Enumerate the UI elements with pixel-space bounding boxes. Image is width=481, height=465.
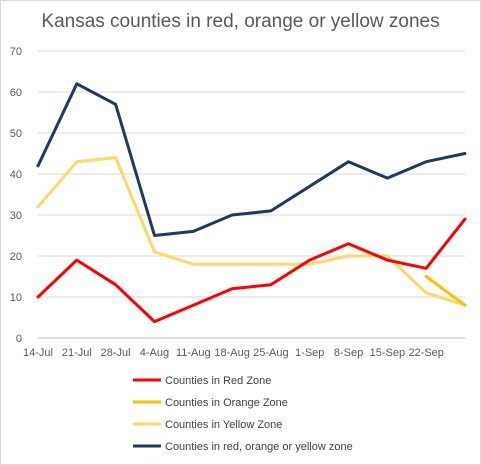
series-line-4 (36, 82, 467, 237)
y-tick-label: 10 (10, 292, 22, 304)
x-tick-label: 8-Sep (334, 347, 363, 359)
x-tick-label: 22-Sep (408, 347, 443, 359)
legend-label: Counties in Yellow Zone (165, 419, 282, 431)
series-line-2 (424, 275, 467, 307)
x-tick-label: 4-Aug (140, 347, 169, 359)
legend: Counties in Red Zone Counties in Orange Z… (133, 375, 353, 453)
x-tick-label: 1-Sep (295, 347, 324, 359)
series-lines (36, 82, 467, 324)
x-tick-label: 25-Aug (253, 347, 288, 359)
x-tick-label: 14-Jul (23, 347, 53, 359)
x-tick-label: 15-Sep (370, 347, 405, 359)
series-line-1 (36, 217, 467, 324)
y-axis-ticks: 0 10 20 30 40 50 60 70 (10, 46, 22, 345)
gridlines (38, 50, 465, 339)
y-tick-label: 30 (10, 210, 22, 222)
legend-label: Counties in red, orange or yellow zone (165, 441, 353, 453)
x-tick-label: 18-Aug (214, 347, 249, 359)
y-tick-label: 0 (16, 333, 22, 345)
legend-label: Counties in Red Zone (165, 375, 271, 387)
x-tick-label: 21-Jul (62, 347, 92, 359)
legend-label: Counties in Orange Zone (165, 397, 288, 409)
x-tick-label: 28-Jul (101, 347, 131, 359)
series-line-3 (36, 156, 467, 307)
x-tick-label: 11-Aug (176, 347, 211, 359)
chart-title: Kansas counties in red, orange or yellow… (41, 11, 440, 32)
y-tick-label: 40 (10, 169, 22, 181)
y-tick-label: 70 (10, 46, 22, 58)
y-tick-label: 60 (10, 87, 22, 99)
y-tick-label: 50 (10, 128, 22, 140)
x-axis-ticks: 14-Jul 21-Jul 28-Jul 4-Aug 11-Aug 18-Aug 25-Au… (23, 347, 444, 359)
y-tick-label: 20 (10, 251, 22, 263)
